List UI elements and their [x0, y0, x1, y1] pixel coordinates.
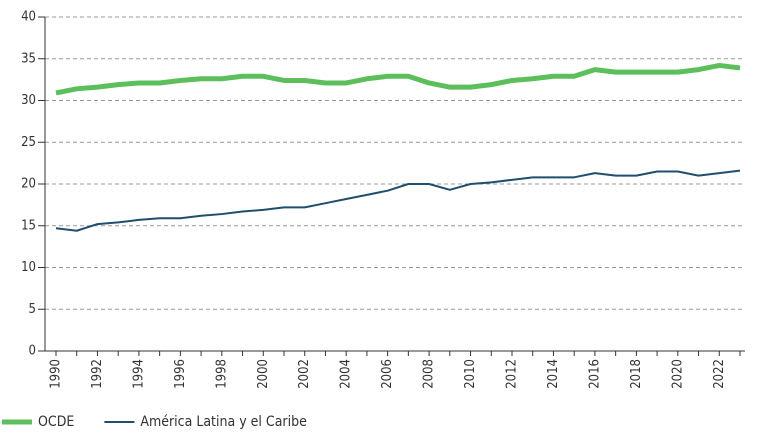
x-tick-label: 1994 [131, 359, 146, 389]
line [55, 62, 741, 96]
x-tick-label: 2002 [297, 359, 312, 389]
y-tick-label: 15 [21, 218, 36, 233]
y-tick-label: 10 [21, 260, 36, 275]
y-tick-label: 40 [21, 10, 36, 25]
x-tick-label: 2010 [463, 359, 478, 389]
x-tick-label: 2006 [380, 359, 395, 389]
y-tick-label: 30 [21, 93, 36, 108]
y-tick-label: 25 [21, 135, 36, 150]
y-tick-label: 35 [21, 51, 36, 66]
x-tick-label: 2022 [712, 359, 727, 389]
x-tick-label: 2014 [546, 359, 561, 389]
y-tick-label: 0 [29, 344, 36, 359]
line [55, 169, 741, 232]
y-tick-label: 20 [21, 177, 36, 192]
x-tick-label: 2000 [256, 359, 271, 389]
x-tick-label: 1992 [90, 359, 105, 389]
x-tick-label: 1990 [49, 359, 64, 389]
x-tick-label: 1996 [173, 359, 188, 389]
legend-label: América Latina y el Caribe [140, 414, 307, 430]
x-tick-label: 2004 [339, 359, 354, 389]
legend-label: OCDE [38, 414, 74, 430]
y-tick-label: 5 [29, 302, 36, 317]
x-tick-label: 2018 [629, 359, 644, 389]
x-tick-label: 2020 [670, 359, 685, 389]
x-tick-label: 1998 [214, 359, 229, 389]
x-tick-label: 2012 [505, 359, 520, 389]
x-tick-label: 2016 [587, 359, 602, 389]
x-tick-label: 2008 [422, 359, 437, 389]
